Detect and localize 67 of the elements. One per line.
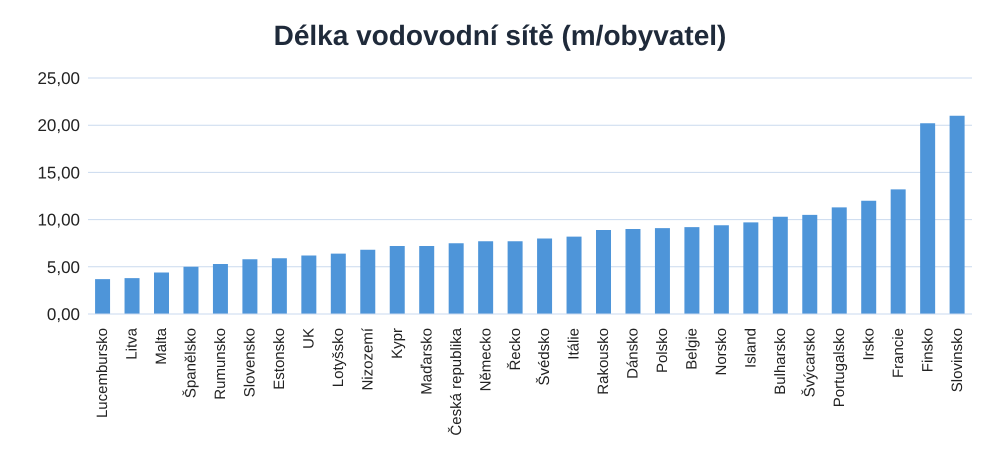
bar (448, 243, 464, 314)
bar (154, 272, 170, 314)
x-tick-label: Německo (477, 328, 494, 392)
x-tick-label: Portugalsko (830, 328, 848, 408)
bar (861, 200, 876, 314)
bar (772, 216, 788, 314)
x-tick-label: Řecko (506, 328, 524, 371)
y-tick-label: 15,00 (37, 163, 80, 182)
bar (684, 227, 700, 314)
x-tick-label: Kypr (388, 328, 406, 359)
y-tick-label: 20,00 (37, 116, 80, 136)
bar (566, 236, 582, 314)
bar (654, 228, 670, 314)
x-tick-label: Maďarsko (418, 328, 436, 395)
bar (920, 123, 936, 314)
bar (537, 238, 552, 314)
bar (890, 189, 906, 314)
bar (419, 246, 434, 314)
x-tick-label: Španělsko (182, 328, 200, 398)
y-tick-label: 25,00 (37, 69, 80, 88)
x-tick-label: Polsko (654, 328, 672, 374)
x-tick-label: Itálie (566, 328, 583, 360)
x-tick-label: Slovensko (242, 328, 259, 398)
x-tick-label: UK (300, 328, 318, 349)
x-tick-label: Irsko (860, 328, 878, 361)
bar (242, 259, 258, 314)
x-tick-label: Island (742, 328, 760, 368)
x-tick-label: Francie (890, 328, 907, 378)
bar (625, 229, 640, 314)
bar (743, 222, 758, 314)
x-tick-label: Norsko (713, 328, 730, 376)
bar (183, 266, 198, 314)
bar (390, 246, 405, 314)
bar (360, 250, 376, 314)
bar (212, 264, 228, 314)
y-tick-label: 0,00 (46, 305, 80, 324)
bar (508, 241, 523, 314)
x-tick-label: Malta (153, 327, 170, 365)
x-tick-label: Estonsko (271, 328, 288, 390)
x-tick-label: Dánsko (624, 328, 642, 379)
x-tick-label: Švédsko (535, 328, 554, 386)
x-tick-label: Finsko (919, 328, 936, 372)
x-tick-label: Rakousko (595, 328, 612, 395)
x-tick-label: Švýcarsko (800, 328, 818, 398)
y-tick-label: 5,00 (46, 258, 80, 277)
bar (124, 278, 140, 314)
bar (272, 258, 287, 314)
x-tick-label: Lucembursko (94, 328, 112, 418)
x-tick-label: Bulharsko (772, 328, 789, 395)
bar (330, 254, 346, 314)
bar (95, 279, 110, 314)
bar (950, 116, 965, 314)
bar (478, 241, 494, 314)
bar (714, 225, 729, 314)
x-tick-label: Slovinsko (948, 328, 966, 392)
x-tick-label: Lotyšsko (330, 328, 347, 388)
bar (832, 207, 847, 314)
x-tick-label: Litva (124, 327, 141, 360)
x-tick-label: Nizozemí (359, 327, 376, 391)
bar (596, 230, 612, 314)
chart-title: Délka vodovodní sítě (m/obyvatel) (272, 19, 728, 53)
y-tick-label: 10,00 (37, 210, 80, 230)
x-tick-label: Rumunsko (212, 328, 230, 400)
bar (802, 214, 818, 314)
bar (301, 255, 316, 314)
x-tick-label: Česká republika (446, 327, 465, 436)
x-tick-label: Belgie (684, 328, 701, 370)
